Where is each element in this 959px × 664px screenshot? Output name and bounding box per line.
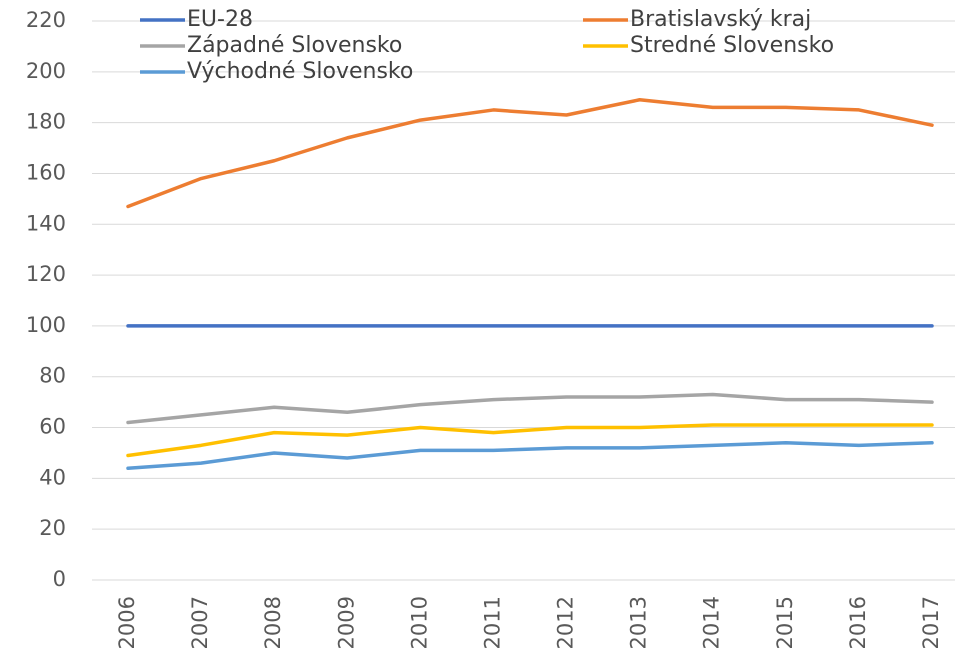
y-tick-label: 120	[26, 262, 66, 286]
y-tick-label: 40	[39, 465, 66, 489]
x-tick-label: 2009	[334, 596, 358, 649]
x-tick-label: 2016	[846, 596, 870, 649]
x-tick-label: 2008	[261, 596, 285, 649]
y-tick-label: 0	[53, 567, 66, 591]
series-line	[126, 423, 934, 458]
series-line	[126, 392, 934, 425]
x-tick-label: 2007	[188, 596, 212, 649]
x-tick-label: 2013	[627, 596, 651, 649]
y-tick-label: 220	[26, 8, 66, 32]
legend-label: Bratislavský kraj	[630, 7, 811, 32]
legend-label: Východné Slovensko	[187, 59, 413, 84]
legend-label: Stredné Slovensko	[630, 33, 834, 58]
series-line	[126, 98, 934, 209]
y-tick-label: 20	[39, 516, 66, 540]
x-tick-label: 2011	[480, 596, 504, 649]
x-tick-label: 2015	[773, 596, 797, 649]
x-tick-label: 2006	[115, 596, 139, 649]
legend-label: Západné Slovensko	[187, 33, 402, 58]
y-tick-label: 100	[26, 313, 66, 337]
y-tick-label: 80	[39, 364, 66, 388]
y-tick-label: 140	[26, 211, 66, 235]
y-tick-label: 180	[26, 110, 66, 134]
x-tick-label: 2014	[700, 596, 724, 649]
x-tick-label: 2010	[407, 596, 431, 649]
y-tick-label: 60	[39, 415, 66, 439]
x-tick-label: 2017	[919, 596, 943, 649]
legend-label: EU-28	[187, 7, 253, 32]
series-line	[126, 441, 934, 470]
x-tick-label: 2012	[554, 596, 578, 649]
y-tick-label: 160	[26, 160, 66, 184]
y-tick-label: 200	[26, 59, 66, 83]
